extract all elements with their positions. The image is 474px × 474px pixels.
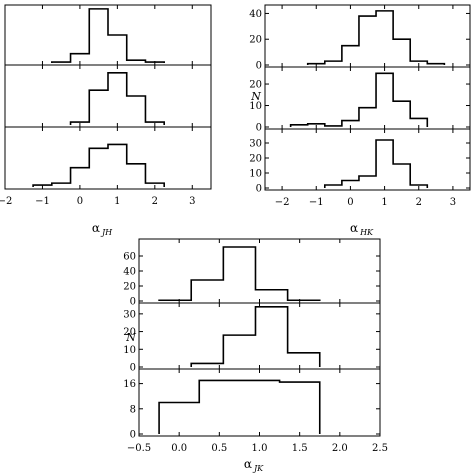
y-tick-label: 20 (123, 282, 136, 293)
y-tick-label: 30 (249, 139, 262, 150)
y-tick-label: 10 (123, 345, 136, 356)
x-tick-label: 0 (347, 197, 353, 208)
histogram-series (158, 379, 321, 434)
x-tick-label: 3 (189, 196, 195, 207)
histogram-panel (4, 126, 212, 190)
x-tick-label: −2 (275, 197, 290, 208)
y-tick-label: 40 (123, 267, 136, 278)
y-axis-label: N (250, 90, 261, 103)
y-tick-label: 0 (130, 297, 136, 308)
y-tick-label: 60 (123, 252, 136, 263)
y-tick-label: 16 (123, 379, 136, 390)
histogram-group-hk: 0 20 40 0 10 20 0 10 20 30 −2 −1 0 1 2 3 α HK N (249, 4, 471, 237)
y-tick-label: 0 (256, 184, 262, 195)
y-tick-label: 20 (123, 327, 136, 338)
y-tick-label: 0 (256, 123, 262, 134)
panel-frame (264, 128, 471, 191)
x-tick-label: 1.5 (292, 443, 308, 454)
x-tick-label: 2 (416, 197, 422, 208)
panel-frame (264, 66, 471, 130)
x-tick-label: 3 (450, 197, 456, 208)
x-tick-label: 0 (77, 196, 83, 207)
x-tick-label: 2.5 (372, 443, 388, 454)
x-tick-label: 2 (152, 196, 158, 207)
histogram-panel (4, 4, 212, 66)
panel-frame (138, 302, 381, 370)
x-axis-label: α JK (244, 457, 264, 473)
histogram-group-jh: −2 −1 0 1 2 3 α JH (0, 4, 212, 237)
x-axis-label-subscript: HK (359, 228, 374, 237)
histogram-panel (4, 64, 212, 128)
panel-frame (138, 238, 381, 304)
y-tick-label: 0 (256, 61, 262, 72)
histogram-panel: 0 10 20 (249, 66, 471, 134)
histogram-series (158, 246, 321, 302)
y-tick-label: 30 (123, 309, 136, 320)
x-tick-label: 1 (114, 196, 120, 207)
histogram-series (289, 72, 429, 127)
panel-frame (4, 126, 212, 190)
histogram-series (69, 72, 165, 125)
histogram-series (190, 305, 321, 367)
x-axis-label-subscript: JK (252, 464, 264, 473)
x-axis-label: α JH (92, 221, 113, 237)
x-axis-label: α HK (350, 221, 374, 237)
x-tick-label: 1 (381, 197, 387, 208)
histogram-series (51, 8, 165, 63)
y-tick-label: 10 (249, 101, 262, 112)
y-tick-label: 20 (249, 154, 262, 165)
x-tick-label: −0.5 (127, 443, 151, 454)
histogram-panel: 0 8 16 (123, 368, 381, 441)
histogram-series (32, 143, 165, 187)
y-tick-label: 8 (130, 404, 136, 415)
x-axis-label-symbol: α (350, 221, 358, 235)
x-tick-label: 0.0 (171, 443, 187, 454)
histogram-panel: 0 20 40 60 (123, 238, 381, 308)
x-tick-label: 2.0 (332, 443, 348, 454)
y-tick-label: 10 (249, 169, 262, 180)
x-tick-label: −1 (35, 196, 50, 207)
y-axis-label: N (125, 331, 136, 344)
y-tick-label: 0 (130, 430, 136, 441)
histogram-panel: 0 10 20 30 (123, 302, 381, 374)
y-tick-label: 20 (249, 80, 262, 91)
histogram-series (323, 139, 429, 188)
y-tick-label: 0 (130, 363, 136, 374)
x-tick-label: 1.0 (252, 443, 268, 454)
histogram-panel: 0 10 20 30 (249, 128, 471, 195)
x-axis-label-subscript: JH (100, 228, 113, 237)
histogram-series (306, 10, 446, 65)
x-axis-label-symbol: α (244, 457, 252, 471)
x-tick-label: −2 (0, 196, 12, 207)
histogram-panel: 0 20 40 (249, 4, 471, 72)
y-tick-label: 40 (249, 9, 262, 20)
x-tick-label: −1 (309, 197, 324, 208)
y-tick-label: 20 (249, 35, 262, 46)
x-axis-label-symbol: α (92, 221, 100, 235)
x-tick-label: 0.5 (211, 443, 227, 454)
panel-frame (264, 4, 471, 68)
